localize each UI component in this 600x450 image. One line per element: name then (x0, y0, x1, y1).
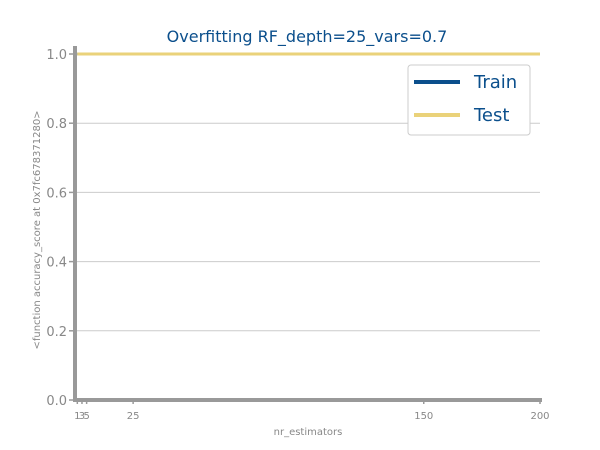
x-tick-label: 25 (127, 411, 140, 422)
y-tick-label: 0.4 (46, 256, 67, 271)
x-tick-label: 5 (83, 411, 89, 422)
y-ticks: 0.0 0.2 0.4 0.6 0.8 1.0 (46, 48, 75, 409)
x-tick-label: 3 (79, 411, 85, 422)
x-tick-label: 1 (74, 411, 80, 422)
x-tick-label: 200 (530, 411, 549, 422)
y-tick-label: 0.0 (46, 394, 67, 409)
axes (73, 46, 542, 402)
y-axis-label: <function accuracy_score at 0x7fc6783712… (32, 110, 43, 349)
x-ticks: 135 25 150 200 (74, 400, 550, 422)
chart-title: Overfitting RF_depth=25_vars=0.7 (167, 27, 448, 47)
x-tick-label: 150 (414, 411, 433, 422)
y-tick-label: 1.0 (46, 48, 67, 63)
y-tick-label: 0.2 (46, 325, 67, 340)
y-tick-label: 0.8 (46, 117, 67, 132)
x-axis-label: nr_estimators (274, 427, 343, 438)
legend-label-test: Test (473, 105, 509, 126)
legend: Train Test (407, 64, 531, 136)
y-tick-label: 0.6 (46, 186, 67, 201)
legend-label-train: Train (473, 72, 517, 93)
